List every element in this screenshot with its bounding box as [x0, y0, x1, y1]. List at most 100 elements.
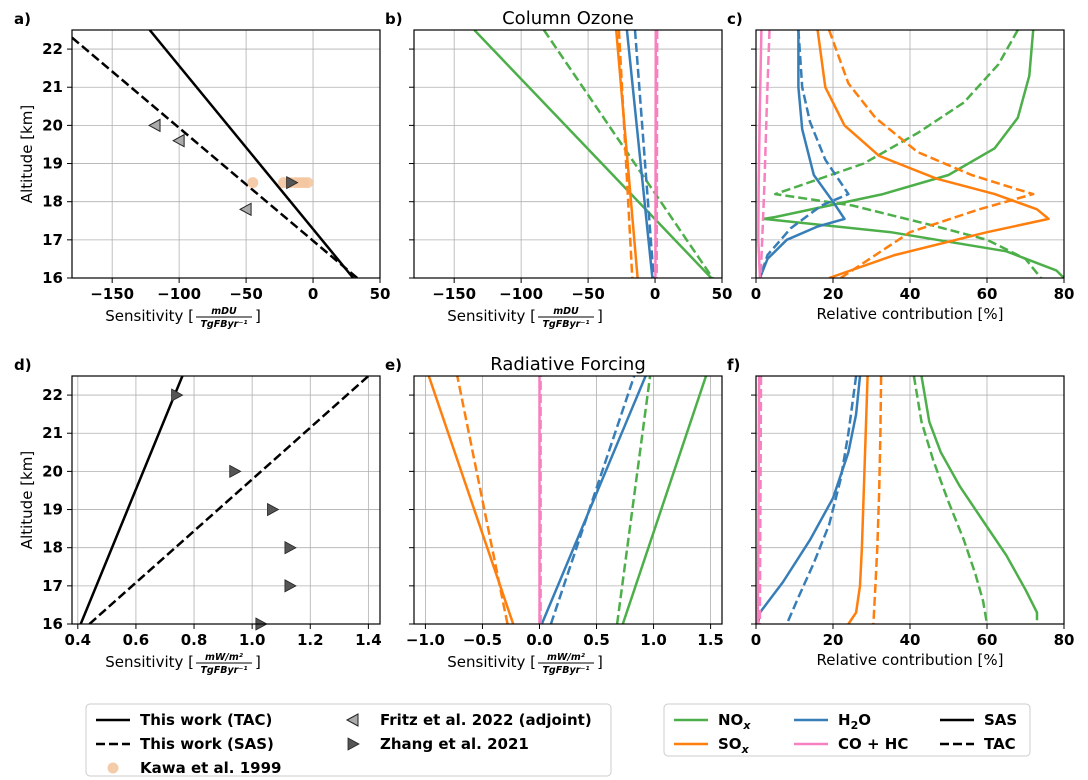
- legend-label: This work (SAS): [140, 735, 274, 753]
- series-line-sox-sas-: [614, 30, 639, 278]
- series-line-co-hc-tac-: [759, 30, 771, 278]
- x-axis-label-bracket: ]: [255, 653, 261, 671]
- legend-label: Fritz et al. 2022 (adjoint): [380, 711, 592, 729]
- x-axis-label: Sensitivity [mDU TgFByr⁻¹]: [105, 306, 261, 330]
- axes-frame: [413, 375, 723, 625]
- series-line-sox-tac-: [456, 376, 509, 624]
- series-line-this-work-sas-: [72, 36, 359, 278]
- x-tick-label: 40: [900, 285, 921, 303]
- panel-d: 0.4 0.6 0.8 1.0 1.2 1.4 16 17 18 19 20 21 22 Altitude…: [14, 356, 382, 676]
- legend-swatch-marker: [347, 737, 360, 751]
- legend-entry: H2O: [794, 711, 871, 732]
- x-tick-label: 50: [370, 285, 391, 303]
- axes-frame: [71, 375, 381, 625]
- x-axis-unit-denominator: TgFByr⁻¹: [200, 319, 247, 330]
- data-point-zhang-et-al-2021: [284, 541, 297, 555]
- x-axis-label-text: Sensitivity [: [447, 653, 536, 671]
- row-title-ozone: Column Ozone: [502, 8, 634, 29]
- legends: This work (TAC) This work (SAS) Kawa et al…: [85, 703, 1031, 777]
- x-tick-label: −50: [571, 285, 604, 303]
- series-line-co-hc-sas-: [757, 30, 763, 278]
- legend-label: H2O: [838, 711, 871, 732]
- series-line-nox-tac-: [615, 376, 652, 624]
- series-line-h2o-tac-: [758, 30, 850, 278]
- data-point-zhang-et-al-2021: [286, 175, 299, 190]
- x-tick-label: 0: [751, 631, 761, 649]
- panel-label: c): [727, 10, 743, 28]
- x-axis-label-text: Sensitivity [: [447, 307, 536, 325]
- x-axis-label: Sensitivity [ mW/m² TgFByr⁻¹]: [447, 652, 603, 676]
- y-tick-label: 18: [42, 193, 63, 211]
- x-tick-label: −1.0: [406, 631, 445, 649]
- x-tick-label: 1.5: [697, 631, 724, 649]
- data-point-kawa-et-al-1999: [302, 177, 314, 189]
- x-tick-label: −100: [157, 285, 201, 303]
- data-point-kawa-et-al-1999: [247, 177, 259, 189]
- legend-entry: Zhang et al. 2021: [347, 735, 529, 753]
- x-axis-label: Relative contribution [%]: [817, 305, 1004, 323]
- legend-label: TAC: [984, 735, 1016, 753]
- x-tick-label: −0.5: [463, 631, 502, 649]
- y-tick-label: 17: [42, 577, 63, 595]
- legend-label: Kawa et al. 1999: [140, 759, 281, 777]
- legend-label: NOx: [718, 711, 751, 732]
- y-tick-label: 16: [42, 615, 63, 633]
- series-group: [473, 30, 714, 278]
- panel-b: −150 −100 −50 0 50 Sensitivity [mDU TgFByr⁻¹] b…: [385, 10, 732, 330]
- series-group: [72, 30, 359, 278]
- data-point-zhang-et-al-2021: [171, 388, 184, 402]
- x-tick-label: 0: [650, 285, 660, 303]
- legend-entry: This work (TAC): [96, 711, 272, 729]
- panel-label: d): [14, 356, 32, 374]
- x-axis-unit-numerator: mDU: [211, 306, 237, 317]
- x-axis-unit-numerator: mDU: [553, 306, 579, 317]
- x-tick-label: 0.5: [583, 631, 610, 649]
- y-tick-label: 21: [42, 78, 63, 96]
- series-line-sox-tac-: [827, 30, 1035, 278]
- series-line-nox-tac-: [912, 376, 989, 624]
- y-tick-label: 21: [42, 424, 63, 442]
- x-axis-unit-numerator: mW/m²: [547, 652, 586, 663]
- series-line-co-hc-tac-: [655, 30, 659, 278]
- series-group: [427, 376, 708, 624]
- marker-group: [171, 388, 297, 631]
- data-point-zhang-et-al-2021: [267, 502, 280, 517]
- grid: [72, 376, 380, 625]
- series-line-nox-sas-: [621, 376, 708, 624]
- series-line-sox-sas-: [427, 376, 515, 624]
- grid: [755, 376, 1065, 625]
- legend-references: This work (TAC) This work (SAS) Kawa et al…: [85, 703, 612, 777]
- y-tick-label: 20: [42, 116, 63, 134]
- x-tick-label: −150: [90, 285, 134, 303]
- series-group: [757, 30, 1064, 278]
- x-tick-label: 0.6: [123, 631, 150, 649]
- x-tick-label: 1.2: [297, 631, 324, 649]
- x-tick-label: 0.0: [526, 631, 553, 649]
- y-axis-label: Altitude [km]: [18, 451, 36, 549]
- grid: [755, 30, 1065, 279]
- data-point-zhang-et-al-2021: [284, 579, 297, 593]
- axes-frame: [71, 29, 381, 279]
- legend-swatch-marker: [345, 713, 359, 727]
- row-title-forcing: Radiative Forcing: [490, 354, 646, 375]
- x-tick-label: 50: [712, 285, 733, 303]
- x-axis-unit-denominator: TgFByr⁻¹: [542, 665, 589, 676]
- series-line-h2o-sas-: [758, 30, 846, 278]
- x-tick-label: 0: [751, 285, 761, 303]
- x-tick-label: 80: [1054, 631, 1075, 649]
- legend-label: This work (TAC): [140, 711, 272, 729]
- y-tick-label: 19: [42, 155, 63, 173]
- x-axis-unit-denominator: TgFByr⁻¹: [200, 665, 247, 676]
- x-tick-label: −100: [499, 285, 543, 303]
- data-point-fritz-et-al-2022-adjoint-: [172, 133, 185, 148]
- y-tick-label: 20: [42, 462, 63, 480]
- series-line-sox-tac-: [872, 376, 883, 624]
- x-axis-unit-denominator: TgFByr⁻¹: [542, 319, 589, 330]
- y-tick-label: 18: [42, 539, 63, 557]
- legend-entry: SAS: [940, 711, 1017, 729]
- series-line-h2o-tac-: [633, 30, 655, 278]
- x-axis-label-bracket: ]: [597, 653, 603, 671]
- series-line-nox-tac-: [542, 30, 714, 278]
- x-tick-label: −50: [229, 285, 262, 303]
